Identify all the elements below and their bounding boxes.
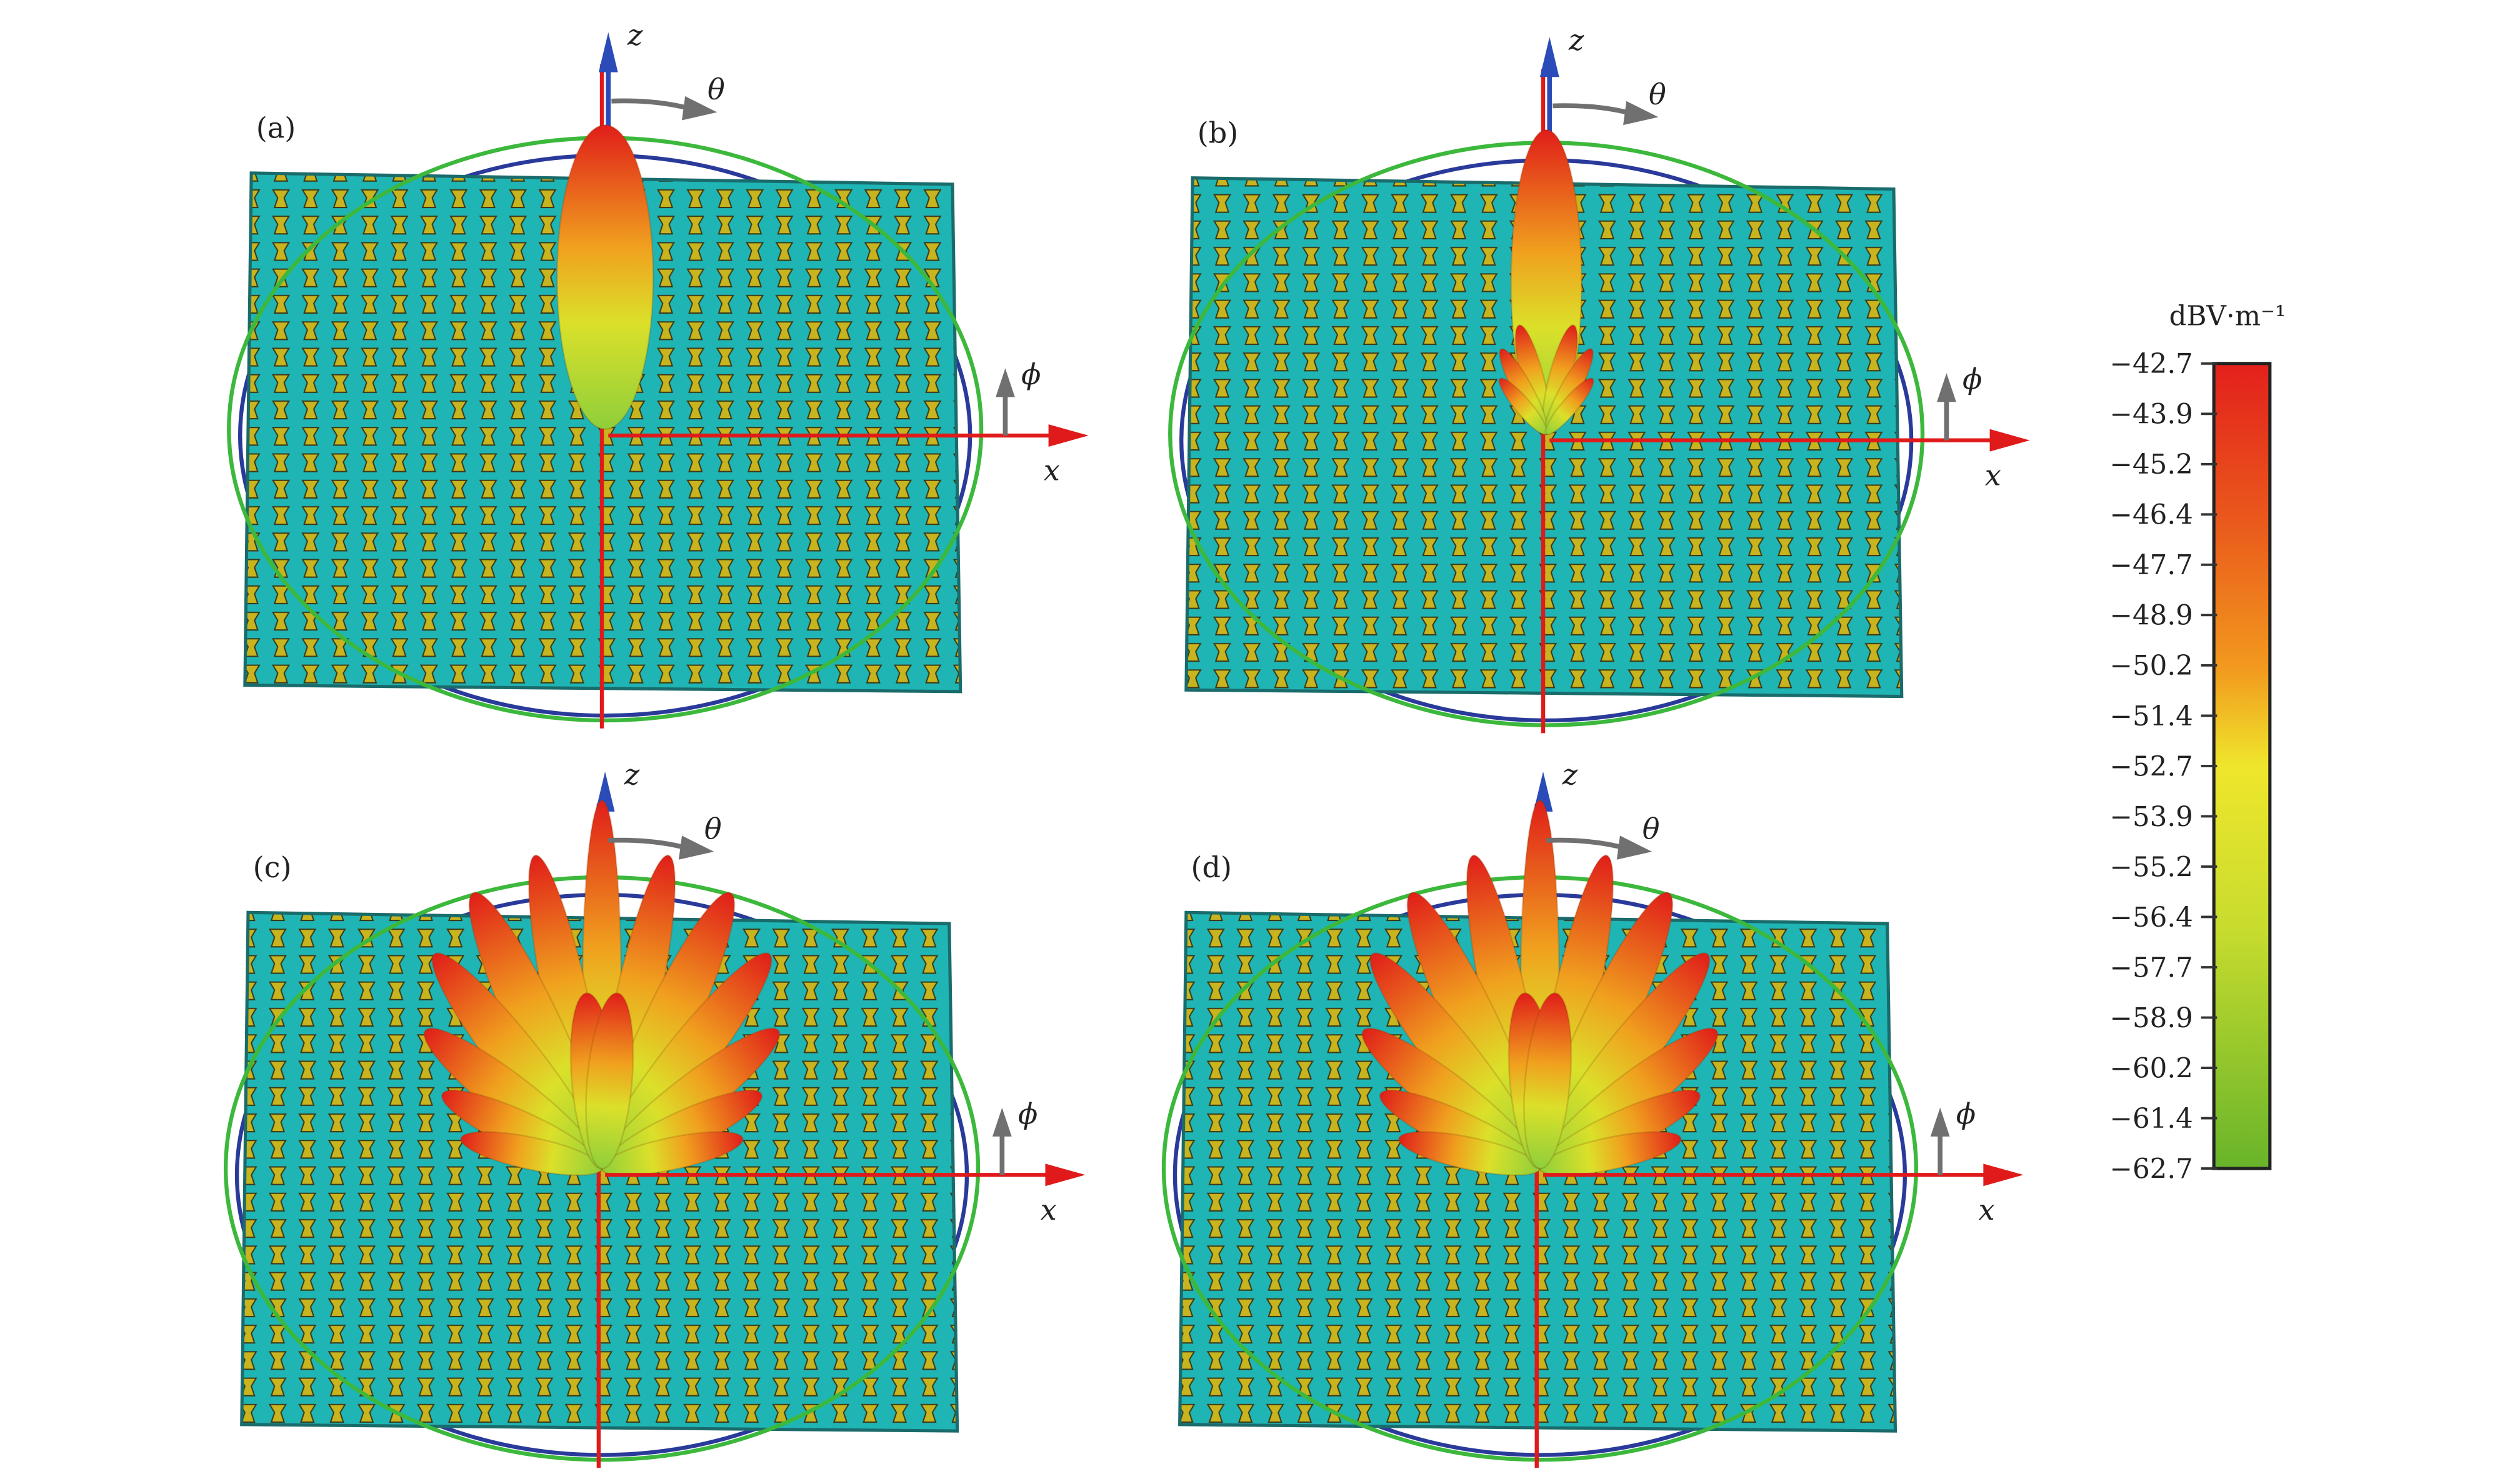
colorbar: dBV·m⁻¹ −42.7 −43.9 −45.2 −46.4 −47.7 −48.9 −5… [2109, 301, 2286, 1185]
panel-c: (c) z θ ϕ x [223, 757, 1086, 1468]
colorbar-tick-label: −57.7 [2109, 952, 2192, 984]
colorbar-tick-label: −47.7 [2109, 550, 2192, 581]
theta-label: θ [708, 72, 725, 106]
panel-d: (d) z θ ϕ x [1161, 757, 2024, 1468]
phi-label: ϕ [1962, 362, 1982, 396]
phi-arrowhead-icon [1930, 1107, 1950, 1137]
panel-a: (a) z θ ϕ x [227, 18, 1089, 729]
colorbar-tick-label: −61.4 [2109, 1103, 2192, 1135]
theta-label: θ [1649, 77, 1666, 111]
x-arrow-icon [1983, 1163, 2024, 1187]
colorbar-unit: dBV·m⁻¹ [2169, 301, 2286, 332]
x-label: x [1041, 1193, 1057, 1227]
radiation-lobe [1523, 992, 1572, 1170]
panel-label: (d) [1191, 850, 1232, 884]
panel-b: (b) z θ ϕ x [1168, 23, 2030, 734]
colorbar-tick-label: −46.4 [2109, 500, 2192, 531]
theta-label: θ [1642, 812, 1660, 845]
z-label: z [1562, 757, 1578, 791]
z-label: z [627, 18, 643, 52]
theta-arrow-icon [1546, 837, 1628, 851]
phi-label: ϕ [1021, 357, 1041, 391]
colorbar-tick-label: −43.9 [2109, 399, 2192, 431]
panel-label: (c) [253, 850, 292, 884]
colorbar-tick-label: −48.9 [2109, 600, 2192, 632]
colorbar-tick-label: −51.4 [2109, 701, 2192, 732]
x-arrow-icon [1048, 424, 1089, 447]
phi-arrowhead-icon [992, 1107, 1012, 1137]
panel-label: (b) [1198, 116, 1238, 149]
panel-label: (a) [256, 111, 296, 145]
x-arrow-icon [1045, 1163, 1086, 1187]
theta-arrowhead-icon [682, 96, 718, 121]
colorbar-tick-label: −62.7 [2109, 1153, 2192, 1185]
z-label: z [624, 757, 640, 791]
theta-arrowhead-icon [1623, 101, 1659, 126]
theta-arrowhead-icon [1616, 835, 1652, 860]
phi-label: ϕ [1018, 1097, 1038, 1130]
theta-arrow-icon [608, 837, 689, 851]
z-arrow-icon [1539, 37, 1559, 77]
radiation-lobe [1544, 377, 1594, 436]
z-label: z [1568, 23, 1584, 57]
colorbar-tick-label: −52.7 [2109, 751, 2192, 782]
colorbar-tick-label: −56.4 [2109, 902, 2192, 934]
colorbar-gradient [2212, 362, 2272, 1170]
x-label: x [1985, 458, 2001, 492]
x-label: x [1044, 454, 1060, 487]
radiation-lobe [585, 992, 634, 1170]
phi-label: ϕ [1956, 1097, 1976, 1130]
colorbar-tick-label: −55.2 [2109, 852, 2192, 883]
colorbar-tick-label: −58.9 [2109, 1003, 2192, 1034]
colorbar-tick-label: −50.2 [2109, 650, 2192, 682]
theta-label: θ [704, 812, 722, 845]
colorbar-tick-label: −60.2 [2109, 1053, 2192, 1084]
radiation-lobe [556, 124, 654, 431]
colorbar-tick-label: −45.2 [2109, 449, 2192, 481]
x-arrow-icon [1989, 429, 2030, 452]
z-arrow-icon [598, 32, 618, 72]
phi-arrowhead-icon [1937, 373, 1956, 402]
theta-arrow-icon [1552, 103, 1634, 116]
x-label: x [1979, 1193, 1995, 1227]
colorbar-tick-label: −42.7 [2109, 349, 2192, 380]
theta-arrow-icon [611, 98, 692, 112]
phi-arrowhead-icon [996, 368, 1015, 397]
colorbar-tick-label: −53.9 [2109, 802, 2192, 833]
